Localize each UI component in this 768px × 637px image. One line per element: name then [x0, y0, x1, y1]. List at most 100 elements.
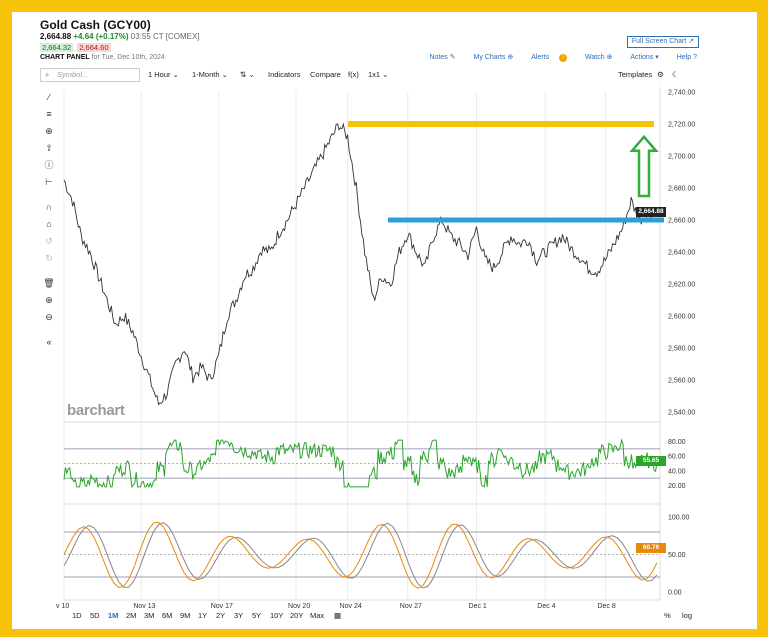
stoch-axis-label: 0.00 [668, 590, 682, 597]
price-axis-label: 2,640.00 [668, 250, 695, 257]
collapse-icon[interactable]: « [46, 337, 52, 347]
stoch-axis-label: 50.00 [668, 552, 686, 559]
stoch-fast-line [63, 521, 658, 589]
layout-label: 1x1 [368, 70, 381, 79]
range-select[interactable]: 1-Month ⌄ [192, 70, 228, 79]
notes-link[interactable]: Notes ✎ [429, 54, 456, 61]
log-toggle[interactable]: log [682, 611, 693, 620]
range-5y[interactable]: 5Y [252, 611, 262, 620]
top-links: Notes ✎ My Charts ⊕ Alerts ! Watch ⊕ Act… [413, 53, 697, 62]
price-axis-label: 2,580.00 [668, 346, 695, 353]
range-5d[interactable]: 5D [90, 611, 100, 620]
alerts-label: Alerts [531, 54, 550, 61]
bid-ask: 2,664.32 2,664.60 [40, 43, 111, 52]
rsi-axis-label: 20.00 [668, 483, 686, 490]
my-charts-link[interactable]: My Charts ⊕ [473, 54, 514, 61]
annotations [348, 121, 664, 223]
green-up-arrow [629, 134, 659, 198]
redo-icon[interactable]: ↻ [45, 253, 53, 263]
actions-label: Actions [630, 54, 654, 61]
price-axis-label: 2,600.00 [668, 314, 695, 321]
info-icon[interactable]: ⓘ [44, 160, 54, 170]
help-link[interactable]: Help ? [676, 54, 697, 61]
x-axis-label: Nov 17 [211, 603, 233, 610]
percent-toggle[interactable]: % [664, 611, 671, 620]
x-axis-label: Nov 24 [340, 603, 362, 610]
range-10y[interactable]: 10Y [270, 611, 284, 620]
indicators-button[interactable]: Indicators [268, 70, 301, 79]
x-axis-label: v 10 [56, 603, 69, 610]
range-9m[interactable]: 9M [180, 611, 191, 620]
panel-date: for Tue, Dec 10th, 2024 [91, 54, 165, 61]
line-tool-icon[interactable]: ∕ [48, 92, 50, 102]
stoch-value-tag: 60.76 [636, 543, 666, 553]
last-price: 2,664.88 [40, 32, 72, 41]
range-3m[interactable]: 3M [144, 611, 155, 620]
trash-icon[interactable]: 🗑 [43, 278, 55, 288]
price-panel [63, 122, 658, 406]
last-price-tag: 2,664.88 [636, 207, 666, 218]
crosshair-icon[interactable]: ⊕ [45, 126, 53, 136]
x-axis-label: Nov 20 [288, 603, 310, 610]
x-axis: v 10 Nov 13 Nov 17 Nov 20 Nov 24 Nov 27 Dec 1 D… [56, 603, 616, 610]
actions-link[interactable]: Actions ▾ [630, 54, 659, 61]
magnet-icon[interactable]: ∩ [45, 202, 53, 212]
gear-icon[interactable]: ⚙ [657, 70, 664, 79]
layout-select[interactable]: 1x1 ⌄ [368, 70, 389, 79]
undo-icon[interactable]: ↺ [45, 236, 53, 246]
range-1m[interactable]: 1M [108, 611, 119, 620]
y-axis: 2,740.00 2,720.00 2,700.00 2,680.00 2,660.00… [668, 90, 695, 597]
x-axis-label: Dec 4 [537, 603, 555, 610]
range-6m[interactable]: 6M [162, 611, 173, 620]
range-1y[interactable]: 1Y [198, 611, 208, 620]
price-time: 03:55 CT [COMEX] [130, 32, 200, 41]
bid-price: 2,664.32 [40, 43, 74, 52]
measure-icon[interactable]: ⊢ [45, 177, 53, 187]
price-axis-label: 2,540.00 [668, 410, 695, 417]
theme-toggle-icon[interactable]: ☾ [672, 70, 679, 79]
range-2y[interactable]: 2Y [216, 611, 226, 620]
fib-tool-icon[interactable]: ≡ [46, 109, 52, 119]
calendar-icon[interactable]: ▦ [334, 611, 342, 620]
chart-canvas[interactable]: 2,740.00 2,720.00 2,700.00 2,680.00 2,660.00… [12, 12, 757, 629]
x-axis-label: Dec 8 [597, 603, 615, 610]
interval-select[interactable]: 1 Hour ⌄ [148, 70, 179, 79]
range-3y[interactable]: 3Y [234, 611, 244, 620]
stoch-panel [63, 521, 660, 589]
notes-label: Notes [429, 54, 448, 61]
range-2m[interactable]: 2M [126, 611, 137, 620]
shape-tool-icon[interactable]: ⇧ [45, 143, 53, 153]
my-charts-label: My Charts [473, 54, 506, 61]
chart-type-icon[interactable]: ⇅ ⌄ [240, 70, 255, 79]
range-max[interactable]: Max [310, 611, 325, 620]
help-label: Help [676, 54, 692, 61]
panel-label: CHART PANEL [40, 54, 90, 61]
price-axis-label: 2,740.00 [668, 90, 695, 97]
stoch-slow-line [63, 522, 658, 589]
range-1d[interactable]: 1D [72, 611, 82, 620]
zoom-in-icon[interactable]: ⊕ [45, 295, 53, 305]
range-label: 1-Month [192, 70, 220, 79]
x-axis-label: Nov 13 [133, 603, 155, 610]
watermark-logo: barchart [67, 402, 125, 419]
lock-icon[interactable]: ⌂ [46, 219, 52, 229]
symbol-input[interactable]: ⌕ Symbol... [40, 68, 140, 82]
watch-link[interactable]: Watch ⊕ [585, 54, 613, 61]
alerts-link[interactable]: Alerts ! [523, 54, 568, 62]
fx-button[interactable]: f(x) [348, 70, 359, 79]
chart-toolbar: ⌕ Symbol... 1 Hour ⌄ 1-Month ⌄ ⇅ ⌄ Indic… [40, 68, 700, 84]
price-axis-label: 2,560.00 [668, 378, 695, 385]
templates-button[interactable]: Templates [618, 70, 653, 79]
full-screen-label: Full Screen Chart [631, 38, 687, 45]
price-line [63, 122, 658, 406]
zoom-out-icon[interactable]: ⊖ [45, 312, 53, 322]
range-20y[interactable]: 20Y [290, 611, 304, 620]
full-screen-chart-button[interactable]: Full Screen Chart ↗ [627, 36, 699, 48]
rsi-line [63, 438, 658, 489]
symbol-placeholder: Symbol... [57, 70, 89, 79]
price-axis-label: 2,700.00 [668, 154, 695, 161]
rsi-axis-label: 80.00 [668, 439, 686, 446]
chart-page: Gold Cash (GCY00) 2,664.88 +4.64 (+0.17%… [12, 12, 757, 629]
price-axis-label: 2,680.00 [668, 186, 695, 193]
compare-button[interactable]: Compare [310, 70, 341, 79]
